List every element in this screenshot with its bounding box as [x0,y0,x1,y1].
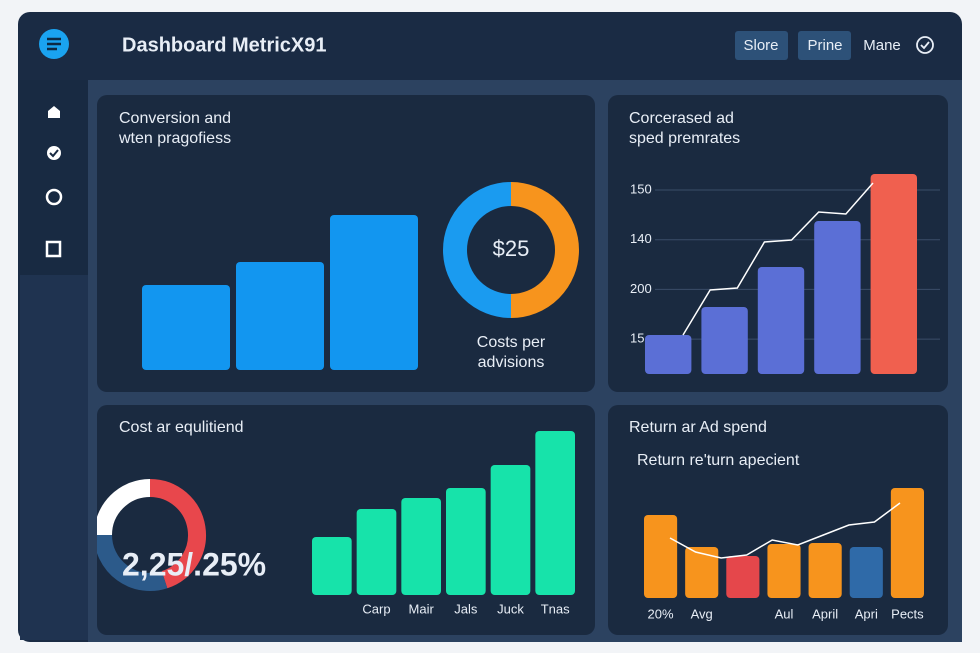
x-tick-label: Tnas [541,601,570,616]
x-tick-label: Jals [454,601,478,616]
y-tick-label: 150 [630,181,652,196]
bar [870,174,917,374]
x-tick-label: Carp [362,601,390,616]
x-tick-label: Apri [855,606,878,621]
x-tick-label: Pects [891,606,924,621]
donut [443,182,579,318]
donut-segment [510,182,579,318]
user-name[interactable]: Mane [863,37,901,54]
bar [644,515,678,598]
x-tick-label: April [812,606,838,621]
check-icon[interactable] [47,146,61,160]
home-icon[interactable] [48,106,60,118]
bar [446,488,486,595]
panel-title: Conversion and [119,110,231,127]
y-tick-label: 15 [630,331,644,346]
donut-segment [97,534,168,591]
check-mark [49,149,59,158]
panel-title: wten pragofiess [118,130,231,147]
bar [849,547,883,598]
bar [685,547,719,598]
bar [236,262,324,370]
bar [767,544,801,598]
bar [401,498,441,595]
y-tick-label: 140 [630,231,652,246]
header-button-label[interactable]: Slore [743,37,778,54]
header-button-label[interactable]: Prine [807,37,842,54]
donut-caption: Costs per [477,334,546,351]
charts: Conversion and wten pragofiess $25 Costs pe… [97,110,940,621]
x-tick-label: Juck [497,601,524,616]
bar [890,488,924,598]
user-status-check [920,41,930,50]
panel-title: Corcerased ad [629,110,734,127]
header-button[interactable] [798,31,851,60]
bar [490,465,531,595]
bar [356,509,397,595]
donut-segment [97,479,151,536]
bar [726,556,760,598]
bar [535,431,575,595]
x-tick-label: Mair [409,601,435,616]
panel-title: Return ar Ad spend [629,419,767,436]
donut-segment [443,182,512,318]
bar [645,335,692,374]
panel-title: Cost ar equlitiend [119,419,244,436]
bar [757,267,805,374]
donut-center-label: $25 [493,236,530,261]
x-tick-label: Aul [775,606,794,621]
donut-center-label: 2,25/.25% [122,546,266,582]
user-status[interactable] [916,36,934,54]
x-tick-label: Avg [691,606,713,621]
panel-subtitle: Return re'turn apecient [637,452,800,469]
settings-icon[interactable] [45,188,63,206]
bar [142,285,230,370]
donut-segment [149,479,206,589]
donut-caption: advisions [478,354,545,371]
logo-icon [47,37,61,51]
docs-icon[interactable] [45,240,62,258]
line [669,502,901,559]
bar [330,215,418,370]
bar [312,537,352,595]
x-tick-label: 20% [648,606,674,621]
panel-title: sped premrates [629,130,740,147]
header-button[interactable] [735,31,788,60]
bar [808,543,842,598]
y-tick-label: 200 [630,281,652,296]
donut [97,479,206,591]
bar [814,221,861,374]
header-title: Dashboard MetricX91 [122,34,327,56]
line [682,182,874,336]
bar [701,307,748,374]
